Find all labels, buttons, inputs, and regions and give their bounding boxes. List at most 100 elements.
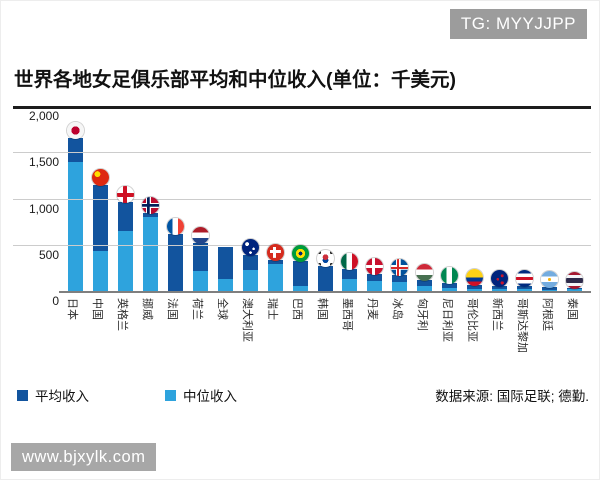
legend: 平均收入 中位收入	[17, 385, 237, 405]
x-category-label: 全球	[216, 298, 229, 320]
x-category-label: 丹麦	[365, 298, 378, 320]
gridline	[13, 198, 591, 200]
median-bar	[267, 264, 283, 291]
average-bar	[417, 279, 433, 291]
median-bar	[542, 289, 558, 291]
gridline	[13, 106, 591, 109]
median-bar	[192, 270, 208, 291]
average-bar	[242, 254, 258, 291]
bar-column	[337, 106, 362, 291]
legend-item-average: 平均收入	[17, 385, 89, 405]
average-bar	[317, 266, 333, 291]
denmark-flag-icon	[366, 257, 384, 275]
bar-column	[437, 106, 462, 291]
average-bar	[492, 285, 508, 291]
average-bar	[542, 287, 558, 291]
x-category-label: 新西兰	[490, 298, 503, 331]
x-axis-labels: 日本 中国 英格兰 挪威 法国 荷兰 全球 澳大利亚 瑞士 巴西 韩国 墨西哥 丹麦 冰岛 匈牙利 尼日利亚哥…	[63, 296, 587, 366]
average-bar	[292, 261, 308, 291]
thailand-flag-icon	[566, 272, 584, 290]
china-flag-icon	[91, 168, 109, 186]
colombia-flag-icon	[466, 269, 484, 287]
bar-column	[138, 106, 163, 291]
legend-median-label: 中位收入	[183, 389, 237, 404]
x-category-label: 墨西哥	[340, 298, 353, 331]
bar-column	[288, 106, 313, 291]
iceland-flag-icon	[391, 259, 409, 277]
bars-row	[63, 106, 587, 291]
x-category-label: 韩国	[316, 298, 328, 320]
bar-column	[88, 106, 113, 291]
average-bar	[342, 269, 358, 291]
bar-column	[163, 106, 188, 291]
average-bar	[267, 259, 283, 291]
bar-column	[512, 106, 537, 291]
gridline	[13, 152, 591, 154]
average-bar	[217, 246, 233, 291]
average-bar	[142, 213, 158, 291]
bar-column	[362, 106, 387, 291]
bar-column	[313, 106, 338, 291]
watermark-badge: www.bjxylk.com	[11, 443, 157, 471]
france-flag-icon	[166, 217, 184, 235]
median-bar	[342, 279, 358, 291]
bar-column	[537, 106, 562, 291]
average-bar	[467, 285, 483, 291]
bar-column	[238, 106, 263, 291]
data-source-note: 数据来源: 国际足联; 德勤.	[435, 389, 589, 404]
bar-column	[63, 106, 88, 291]
average-bar	[517, 286, 533, 291]
median-swatch-icon	[165, 389, 176, 401]
x-category-label: 阿根廷	[540, 298, 553, 331]
bar-column	[113, 106, 138, 291]
x-category-label: 澳大利亚	[241, 298, 254, 342]
median-bar	[242, 269, 258, 291]
y-tick-label: 1,500	[28, 155, 59, 170]
median-bar	[417, 285, 433, 291]
legend-item-median: 中位收入	[165, 385, 237, 405]
x-category-label: 中国	[91, 298, 104, 320]
x-category-label: 英格兰	[116, 298, 129, 331]
plot-area: 0 500 1,000 1,500 2,000	[13, 106, 591, 308]
mexico-flag-icon	[341, 253, 359, 271]
median-bar	[67, 161, 83, 291]
average-bar	[192, 242, 208, 291]
average-bar	[167, 233, 183, 291]
median-bar	[292, 285, 308, 291]
bar-column	[263, 106, 288, 291]
bar-column	[462, 106, 487, 291]
x-category-label: 法国	[166, 298, 179, 320]
average-bar	[442, 283, 458, 291]
england-flag-icon	[116, 186, 134, 204]
median-bar	[517, 289, 533, 291]
median-bar	[217, 278, 233, 291]
japan-flag-icon	[66, 122, 84, 140]
costa-rica-flag-icon	[516, 270, 534, 288]
average-bar	[567, 288, 583, 291]
brazil-flag-icon	[291, 245, 309, 263]
x-category-label: 瑞士	[266, 298, 279, 320]
x-category-label: 尼日利亚	[440, 298, 453, 342]
argentina-flag-icon	[541, 271, 559, 289]
x-category-label: 哥伦比亚	[465, 298, 478, 342]
x-category-label: 泰国	[565, 298, 578, 320]
switzerland-flag-icon	[266, 243, 284, 261]
median-bar	[92, 251, 108, 291]
average-bar	[117, 202, 133, 291]
norway-flag-icon	[141, 197, 159, 215]
nigeria-flag-icon	[441, 267, 459, 285]
median-bar	[142, 217, 158, 291]
median-bar	[442, 287, 458, 291]
bar-column	[562, 106, 587, 291]
x-category-label: 匈牙利	[415, 298, 428, 331]
median-bar	[467, 288, 483, 291]
bar-column	[387, 106, 412, 291]
median-bar	[492, 289, 508, 291]
y-tick-label: 1,000	[28, 201, 59, 216]
telegram-badge: TG: MYYJJPP	[449, 9, 587, 39]
netherlands-flag-icon	[191, 226, 209, 244]
y-tick-label: 2,000	[28, 109, 59, 123]
average-swatch-icon	[17, 389, 28, 401]
bar-column	[188, 106, 213, 291]
